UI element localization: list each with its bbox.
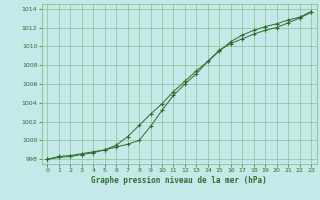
X-axis label: Graphe pression niveau de la mer (hPa): Graphe pression niveau de la mer (hPa) [91,176,267,185]
